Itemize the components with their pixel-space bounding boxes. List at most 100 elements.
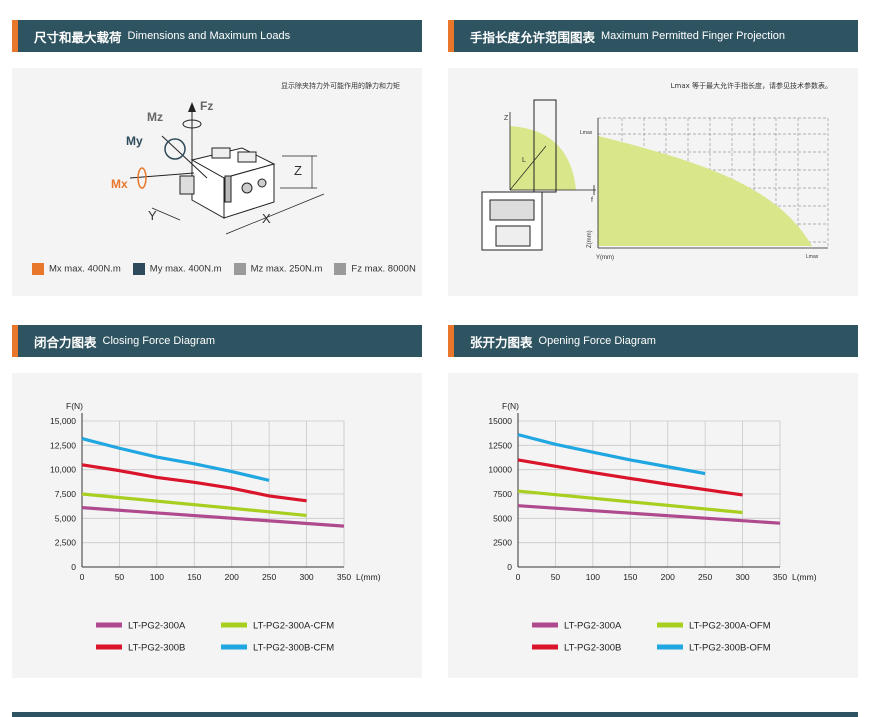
label-mz: Mz xyxy=(147,110,163,124)
y-tick-label: 10,000 xyxy=(50,465,76,475)
legend-label: LT-PG2-300B xyxy=(128,643,185,654)
gripper-bolt xyxy=(241,182,253,194)
x-tick-label: 250 xyxy=(262,572,276,582)
legend-label: LT-PG2-300A xyxy=(564,621,622,632)
x-tick-label: 0 xyxy=(80,572,85,582)
x-tick-label: 150 xyxy=(187,572,201,582)
legend-swatch xyxy=(334,262,347,275)
legend-item-fz: Fz max. 8000N xyxy=(334,260,416,278)
small-label-l: L xyxy=(522,157,526,164)
x-tick-label: 100 xyxy=(150,572,164,582)
y-tick-label: 0 xyxy=(71,562,76,572)
x-tick-label: 150 xyxy=(623,572,637,582)
legend-label: LT-PG2-300A-CFM xyxy=(253,621,334,632)
opening-panel: 0 50 100 150 200 250 300 350 0 2500 5000 7500 10000 1… xyxy=(448,373,858,678)
legend-label: LT-PG2-300B-CFM xyxy=(253,643,334,654)
dimensions-title-zh: 尺寸和最大载荷 xyxy=(34,29,122,45)
x-axis-label: L(mm) xyxy=(792,572,817,582)
small-finger xyxy=(533,99,557,193)
x-tick-label: 0 xyxy=(516,572,521,582)
legend-label: My max. 400N.m xyxy=(149,263,222,275)
x-tick-label: 250 xyxy=(698,572,712,582)
x-tick-label: 200 xyxy=(225,572,239,582)
series-line xyxy=(81,492,307,518)
small-label-f: f xyxy=(591,197,593,204)
label-lmax-bottom: Lmax xyxy=(806,254,819,260)
closing-force-chart: 0 50 100 150 200 250 300 350 0 2,500 5,000 7,500 10,… xyxy=(50,401,381,654)
legend-label: LT-PG2-300A xyxy=(128,621,186,632)
legend-item-mz: Mz max. 250N.m xyxy=(233,260,323,278)
legend-label: Mz max. 250N.m xyxy=(250,263,323,275)
y-tick-label: 10000 xyxy=(488,465,512,475)
load-legend: Mx max. 400N.m My max. 400N.m Mz max. 25… xyxy=(32,260,416,278)
label-z-axis: Z(mm) xyxy=(587,230,593,248)
series-line xyxy=(517,504,781,525)
legend-label: LT-PG2-300B xyxy=(564,643,621,654)
header-accent xyxy=(12,325,18,357)
small-l-line xyxy=(509,145,547,191)
dimensions-panel: 显示除夹持力外可能作用的静力和力矩 Mz Fz My Mx xyxy=(12,68,422,296)
opening-title-en: Opening Force Diagram xyxy=(538,335,656,347)
dimensions-note: 显示除夹持力外可能作用的静力和力矩 xyxy=(281,82,400,90)
dimensions-title-en: Dimensions and Maximum Loads xyxy=(127,30,291,42)
closing-title-en: Closing Force Diagram xyxy=(102,335,215,347)
label-lmax-top: Lmax xyxy=(580,130,593,136)
gripper-slot xyxy=(224,175,232,203)
dimensions-header: 尺寸和最大载荷 Dimensions and Maximum Loads xyxy=(12,20,422,52)
label-y: Y xyxy=(148,208,157,223)
finger-title-zh: 手指长度允许范围图表 xyxy=(470,29,596,45)
legend-swatch xyxy=(132,262,145,275)
header-accent xyxy=(448,325,454,357)
y-force-axis xyxy=(161,135,208,179)
mz-rotation xyxy=(182,119,202,129)
closing-panel: 0 50 100 150 200 250 300 350 0 2,500 5,000 7,500 10,… xyxy=(12,373,422,678)
x-tick-label: 350 xyxy=(337,572,351,582)
opening-force-chart: 0 50 100 150 200 250 300 350 0 2500 5000 7500 10000 1… xyxy=(488,401,817,654)
finger-note: Lmax 等于最大允许手指长度，请参见技术参数表。 xyxy=(670,82,832,90)
bottom-rule xyxy=(12,712,858,717)
y-tick-label: 12500 xyxy=(488,440,512,450)
y-tick-label: 15,000 xyxy=(50,416,76,426)
fz-arrowhead xyxy=(188,102,196,112)
label-x: X xyxy=(262,211,271,226)
x-tick-label: 300 xyxy=(735,572,749,582)
x-tick-label: 100 xyxy=(586,572,600,582)
legend-label: Mx max. 400N.m xyxy=(49,263,121,275)
y-tick-label: 2500 xyxy=(493,538,512,548)
header-accent xyxy=(12,20,18,52)
finger-projection-drawing: Z L f Lmax Lmax Z(mm) xyxy=(481,99,829,261)
x-axis-label: L(mm) xyxy=(356,572,381,582)
x-tick-label: 50 xyxy=(115,572,125,582)
series-line xyxy=(517,458,743,497)
legend-item-my: My max. 400N.m xyxy=(132,260,222,278)
series-line xyxy=(517,489,743,515)
finger-header: 手指长度允许范围图表 Maximum Permitted Finger Proj… xyxy=(448,20,858,52)
x-tick-label: 350 xyxy=(773,572,787,582)
y-tick-label: 5000 xyxy=(493,513,512,523)
legend-item-mx: Mx max. 400N.m xyxy=(32,260,121,278)
series-line xyxy=(81,463,307,503)
series-line xyxy=(81,436,270,482)
small-label-z: Z xyxy=(504,115,509,122)
x-force-axis xyxy=(129,172,195,179)
y-axis-label: F(N) xyxy=(66,401,83,411)
closing-header: 闭合力图表 Closing Force Diagram xyxy=(12,325,422,357)
finger-title-en: Maximum Permitted Finger Projection xyxy=(601,30,786,42)
mx-rotation xyxy=(137,167,147,189)
series-line xyxy=(81,506,345,528)
series-line xyxy=(517,433,706,476)
x-tick-label: 200 xyxy=(661,572,675,582)
finger-panel: Lmax 等于最大允许手指长度，请参见技术参数表。 Z L f xyxy=(448,68,858,296)
x-tick-label: 50 xyxy=(551,572,561,582)
label-y-axis: Y(mm) xyxy=(596,255,614,261)
gripper-jaw xyxy=(237,151,257,163)
y-dimension xyxy=(151,207,181,221)
gripper-jaw xyxy=(211,147,231,159)
y-axis-label: F(N) xyxy=(502,401,519,411)
x-tick-label: 300 xyxy=(299,572,313,582)
closing-title-zh: 闭合力图表 xyxy=(34,334,97,350)
x-dimension xyxy=(225,193,325,235)
label-z: Z xyxy=(294,163,302,178)
y-tick-label: 0 xyxy=(507,562,512,572)
opening-header: 张开力图表 Opening Force Diagram xyxy=(448,325,858,357)
